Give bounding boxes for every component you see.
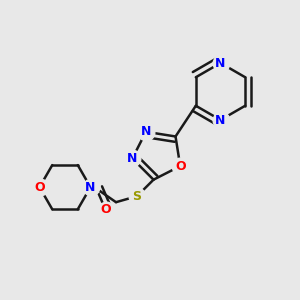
Text: N: N [127,152,137,165]
Text: N: N [85,181,96,194]
Text: N: N [215,113,226,127]
Text: N: N [141,125,151,138]
Text: S: S [133,190,142,203]
Text: O: O [100,203,111,216]
Text: N: N [215,56,226,70]
Text: O: O [34,181,45,194]
Text: O: O [175,160,185,172]
